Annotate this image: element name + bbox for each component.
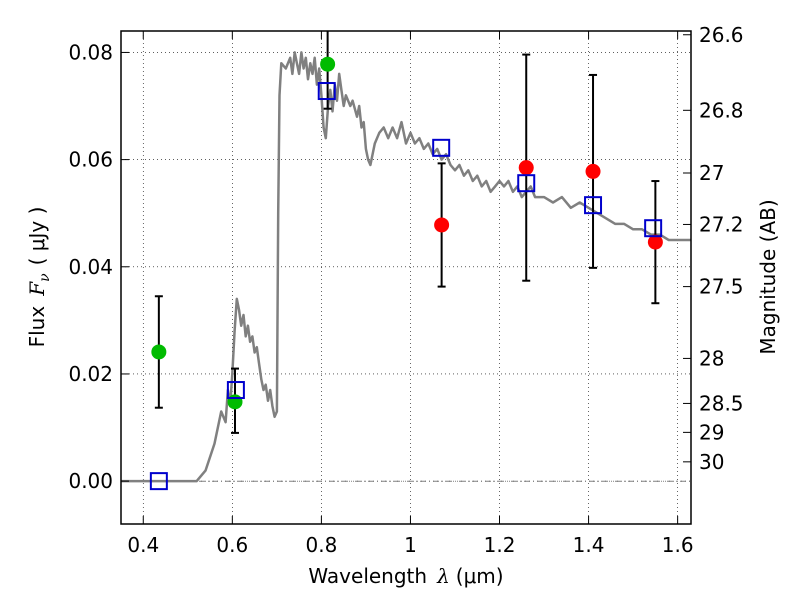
y-tick-label: 0.00 bbox=[68, 469, 113, 493]
x-tick-label: 1.2 bbox=[484, 533, 516, 557]
model-flux-square bbox=[317, 82, 336, 101]
x-tick-label: 0.6 bbox=[216, 533, 248, 557]
grid bbox=[121, 31, 691, 524]
model-flux-square bbox=[517, 174, 536, 193]
photometry-point bbox=[647, 234, 663, 250]
x-tick-label: 1 bbox=[404, 533, 417, 557]
model-flux-square bbox=[226, 381, 245, 400]
magnitude-tick-label: 30 bbox=[699, 450, 724, 474]
photometry-point bbox=[320, 56, 336, 72]
magnitude-tick-label: 28.5 bbox=[699, 391, 744, 415]
x-tick-label: 0.8 bbox=[305, 533, 337, 557]
model-flux-square bbox=[644, 219, 663, 238]
photometry-point bbox=[518, 160, 534, 176]
magnitude-tick-label: 29 bbox=[699, 420, 724, 444]
photometry-point bbox=[585, 163, 601, 179]
y-tick-label: 0.02 bbox=[68, 362, 113, 386]
plot-frame bbox=[120, 30, 692, 525]
plot-area bbox=[121, 31, 691, 491]
y-axis-label: FluxFν( μJy ) bbox=[25, 207, 53, 348]
magnitude-tick-label: 26.6 bbox=[699, 23, 744, 47]
y-tick-label: 0.04 bbox=[68, 255, 113, 279]
photometry-point bbox=[151, 344, 167, 360]
magnitude-tick-label: 26.8 bbox=[699, 98, 744, 122]
y-tick-label: 0.06 bbox=[68, 148, 113, 172]
x-tick-label: 1.4 bbox=[573, 533, 605, 557]
y-tick-label: 0.08 bbox=[68, 40, 113, 64]
x-axis-label: Wavelength λ (μm) bbox=[308, 564, 503, 588]
model-flux-square bbox=[432, 138, 451, 157]
magnitude-tick-label: 27.2 bbox=[699, 212, 744, 236]
model-flux-square bbox=[149, 472, 168, 491]
axis-ticks bbox=[121, 31, 691, 524]
photometry-point bbox=[227, 394, 243, 410]
magnitude-tick-label: 27 bbox=[699, 161, 724, 185]
magnitude-tick-label: 28 bbox=[699, 346, 724, 370]
x-tick-label: 1.6 bbox=[662, 533, 694, 557]
model-flux-square bbox=[584, 196, 603, 215]
magnitude-axis-label: Magnitude (AB) bbox=[756, 199, 780, 354]
model-spectrum-line bbox=[121, 51, 691, 483]
x-tick-label: 0.4 bbox=[127, 533, 159, 557]
photometry-point bbox=[434, 217, 450, 233]
magnitude-tick-label: 27.5 bbox=[699, 275, 744, 299]
tick-labels: 0.4 0.6 0.8 1 1.2 1.4 1.6 0.00 0.02 0.04 0.06 0.08 2… bbox=[68, 23, 743, 557]
